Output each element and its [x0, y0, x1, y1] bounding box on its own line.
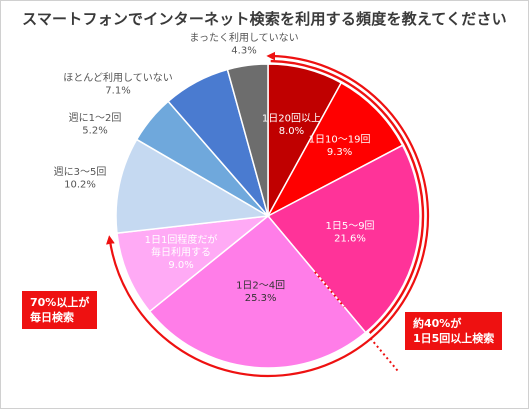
annotation-marks [106, 51, 430, 378]
slice-value-5: 10.2% [64, 179, 96, 190]
slice-value-7: 7.1% [105, 85, 130, 96]
slice-label-4-line-0: 1日1回程度だが [145, 233, 218, 246]
slice-value-8: 4.3% [231, 45, 256, 56]
callout-five-plus-search: 約40%が 1日5回以上検索 [405, 312, 503, 350]
slice-label-0: 1日20回以上 [262, 112, 321, 124]
pie-slices [115, 63, 421, 369]
callout-daily-search: 70%以上が 毎日検索 [22, 291, 98, 329]
slice-1 [266, 81, 404, 218]
five-plus-arc [270, 59, 425, 334]
chart-title: スマートフォンでインターネット検索を利用する頻度を教えてください [22, 10, 507, 28]
slice-label-2: 1日5～9回 [325, 220, 374, 232]
slice-value-1: 9.3% [327, 147, 352, 158]
slice-label-1: 1日10～19回 [309, 133, 371, 145]
slice-label-4-line-1: 毎日利用する [151, 245, 211, 258]
slice-label-7: ほとんど利用していない [63, 72, 172, 84]
five-plus-divider-outer [369, 337, 399, 372]
slice-value-2: 21.6% [334, 233, 366, 244]
callout-five-line-2: 1日5回以上検索 [413, 332, 495, 345]
slice-value-3: 25.3% [245, 293, 277, 304]
slice-label-5: 週に3～5回 [54, 166, 107, 178]
slice-label-8: まったく利用していない [189, 32, 298, 44]
slice-value-6: 5.2% [82, 125, 107, 136]
callout-daily-line-2: 毎日検索 [30, 311, 74, 324]
slice-2 [266, 144, 421, 334]
callout-daily-line-1: 70%以上が [30, 296, 90, 309]
callout-five-line-1: 約40%が [413, 317, 462, 330]
slice-label-3: 1日2～4回 [236, 279, 285, 291]
slice-3 [148, 214, 367, 369]
daily-arc [106, 51, 430, 378]
slice-label-6: 週に1～2回 [69, 112, 122, 124]
slice-value-0: 8.0% [279, 126, 304, 137]
slice-value-4: 9.0% [168, 260, 193, 271]
